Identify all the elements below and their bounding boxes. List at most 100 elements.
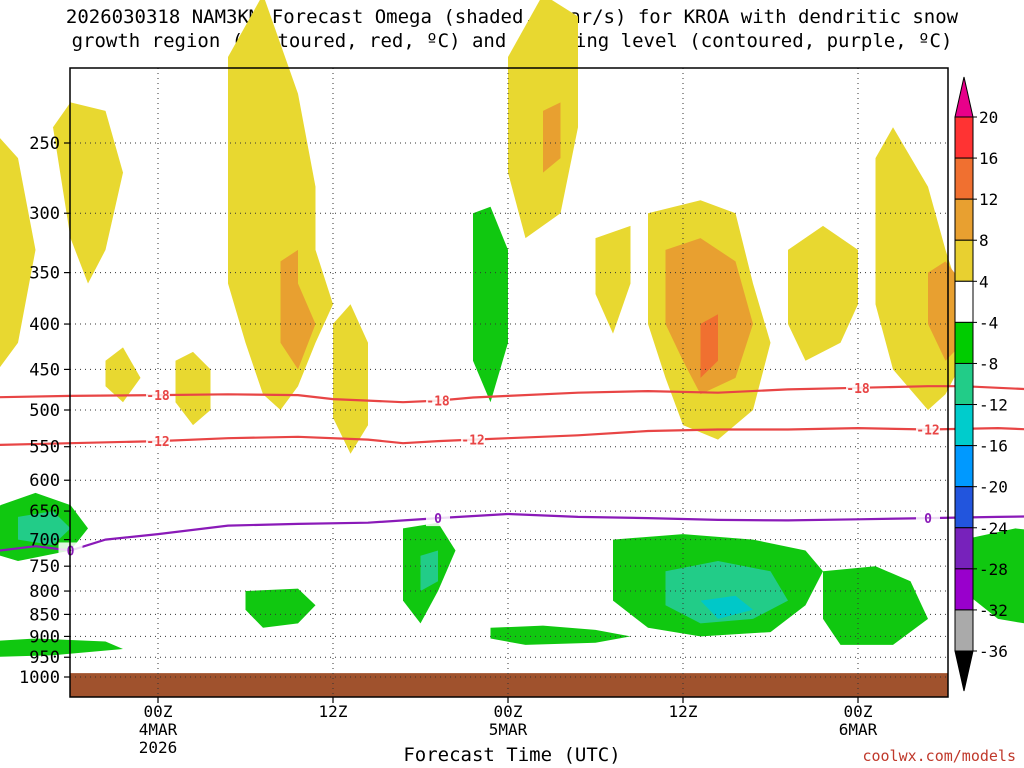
omega-region-r06 bbox=[280, 249, 316, 370]
omega-region-r04 bbox=[105, 347, 141, 403]
contour-label-bg bbox=[846, 379, 870, 396]
colorbar-box bbox=[954, 486, 974, 529]
x-tick-label: 00Z bbox=[494, 702, 523, 721]
chart-title-line2: growth region (contoured, red, ºC) and f… bbox=[71, 30, 953, 52]
ground-band bbox=[70, 673, 948, 697]
x-tick-label: 4MAR bbox=[139, 720, 178, 739]
y-tick-label: 550 bbox=[29, 438, 60, 458]
x-tick-label: 6MAR bbox=[839, 720, 878, 739]
y-tick-label: 300 bbox=[29, 204, 60, 224]
colorbar-label: 20 bbox=[979, 108, 998, 127]
y-tick-label: 950 bbox=[29, 648, 60, 668]
omega-region-r08 bbox=[175, 351, 211, 426]
omega-region-r29 bbox=[665, 561, 788, 624]
omega-region-r05 bbox=[228, 0, 333, 410]
x-tick-label: 00Z bbox=[844, 702, 873, 721]
chart-title-line1: 2026030318 NAM3KM Forecast Omega (shaded… bbox=[65, 6, 959, 28]
colorbar-box bbox=[954, 239, 974, 282]
x-tick-label: 12Z bbox=[319, 702, 348, 721]
contour-label: 0 bbox=[434, 512, 442, 527]
contour-label: -18 bbox=[846, 382, 870, 397]
colorbar-label: -12 bbox=[979, 396, 1008, 415]
omega-region-r24 bbox=[245, 588, 316, 628]
colorbar-bottom-arrow bbox=[954, 650, 974, 692]
colorbar-box bbox=[954, 280, 974, 323]
colorbar-label: 12 bbox=[979, 190, 998, 209]
omega-region-r14 bbox=[700, 314, 718, 378]
colorbar-label: -28 bbox=[979, 560, 1008, 579]
y-tick-label: 450 bbox=[29, 360, 60, 380]
colorbar-label: -32 bbox=[979, 601, 1008, 620]
omega-region-r21 bbox=[18, 511, 71, 546]
contour-label-bg bbox=[146, 387, 170, 404]
y-tick-label: 350 bbox=[29, 264, 60, 284]
colorbar-box bbox=[954, 609, 974, 652]
pressure-axis: 2503003504004505005506006507007508008509… bbox=[19, 134, 70, 688]
colorbar-box bbox=[954, 362, 974, 406]
contour-line-1 bbox=[0, 426, 1024, 446]
omega-region-r30 bbox=[700, 595, 753, 619]
colorbar-label: -20 bbox=[979, 478, 1008, 497]
omega-shading bbox=[0, 0, 1024, 657]
y-tick-label: 850 bbox=[29, 605, 60, 625]
colorbar-box bbox=[954, 568, 974, 611]
y-tick-label: 600 bbox=[29, 471, 60, 491]
colorbar-box bbox=[954, 198, 974, 241]
x-tick-label: 5MAR bbox=[489, 720, 528, 739]
contour-label-bg bbox=[461, 431, 485, 448]
omega-region-r10 bbox=[543, 102, 561, 173]
colorbar-box bbox=[954, 527, 974, 570]
omega-region-r27 bbox=[490, 625, 631, 645]
plot-frame bbox=[69, 67, 949, 698]
omega-region-r07 bbox=[333, 304, 368, 454]
contour-label-bg bbox=[916, 510, 940, 527]
x-tick-label: 2026 bbox=[139, 738, 178, 757]
colorbar-label: -8 bbox=[979, 354, 998, 373]
omega-region-r23 bbox=[0, 651, 1, 652]
contour-label: -12 bbox=[916, 424, 939, 439]
omega-region-r18 bbox=[473, 206, 508, 403]
y-tick-label: 700 bbox=[29, 531, 60, 551]
omega-region-r13 bbox=[665, 238, 753, 395]
colorbar-label: 4 bbox=[979, 272, 989, 291]
y-tick-label: 800 bbox=[29, 582, 60, 602]
colorbar-label: 16 bbox=[979, 149, 998, 168]
colorbar-box bbox=[954, 116, 974, 159]
colorbar-box bbox=[954, 321, 974, 364]
colorbar-box bbox=[954, 157, 974, 200]
omega-region-r11 bbox=[595, 225, 631, 334]
y-tick-label: 900 bbox=[29, 627, 60, 647]
x-axis-label: Forecast Time (UTC) bbox=[403, 744, 621, 766]
y-tick-label: 1000 bbox=[19, 668, 60, 688]
colorbar-box bbox=[954, 445, 974, 488]
y-tick-label: 400 bbox=[29, 315, 60, 335]
colorbar-label: -16 bbox=[979, 437, 1008, 456]
contour-label-bg bbox=[916, 421, 940, 438]
contour-label: 0 bbox=[924, 512, 932, 527]
credit-link[interactable]: coolwx.com/models bbox=[862, 747, 1016, 765]
contour-label: -18 bbox=[426, 395, 450, 410]
contour-label-bg bbox=[426, 392, 450, 409]
omega-region-r26 bbox=[420, 550, 438, 591]
colorbar-box bbox=[954, 404, 974, 447]
contour-line-2 bbox=[0, 512, 1024, 552]
omega-region-r01 bbox=[0, 138, 36, 368]
y-tick-label: 650 bbox=[29, 502, 60, 522]
contour-label: -12 bbox=[146, 435, 169, 450]
omega-region-r15 bbox=[788, 225, 858, 361]
omega-region-r03 bbox=[53, 102, 123, 284]
colorbar-label: -36 bbox=[979, 642, 1008, 661]
contour-label-bg bbox=[146, 433, 170, 450]
colorbar: 20 16 12 8 4 -4 -8 -12 -16 -20 -24 -28 -32 -36 bbox=[954, 76, 1008, 692]
y-tick-label: 750 bbox=[29, 557, 60, 577]
colorbar-top-arrow bbox=[954, 76, 974, 118]
x-tick-label: 00Z bbox=[144, 702, 173, 721]
y-tick-label: 250 bbox=[29, 134, 60, 154]
omega-region-r31 bbox=[823, 566, 928, 645]
x-tick-label: 12Z bbox=[669, 702, 698, 721]
colorbar-label: -24 bbox=[979, 519, 1008, 538]
y-tick-label: 500 bbox=[29, 401, 60, 421]
